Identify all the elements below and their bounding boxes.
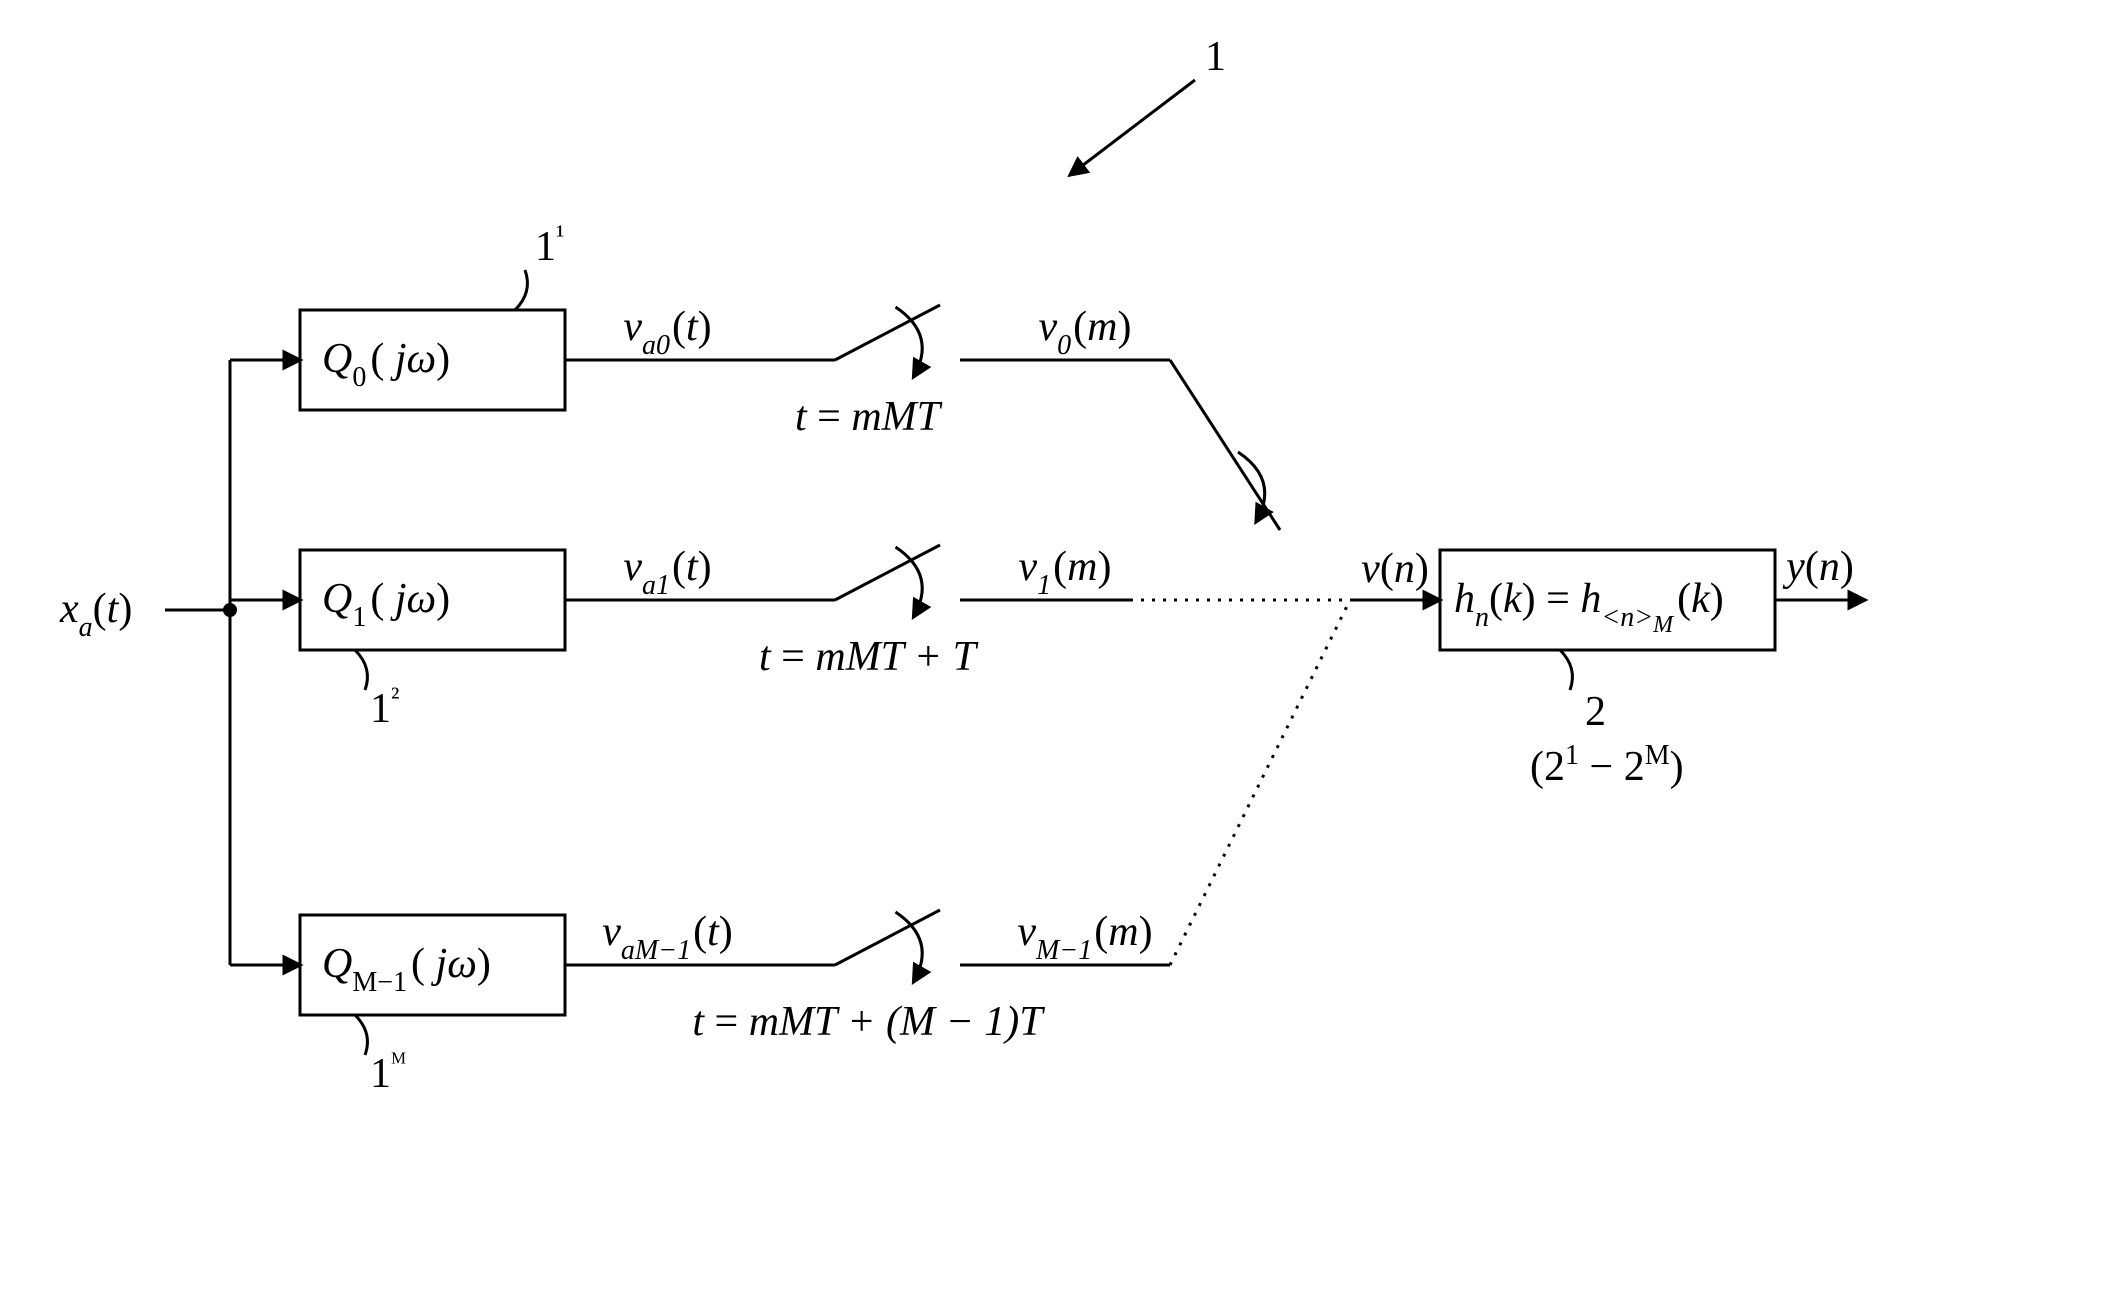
switch-open-segment	[835, 910, 940, 965]
post-switch-label: v0(m)	[1039, 304, 1132, 361]
output-label: y(n)	[1782, 544, 1854, 590]
switch-time-label: t = mMT + (M − 1)T	[692, 999, 1045, 1045]
switch-time-label: t = mMT + T	[759, 634, 979, 680]
block-ref-label: 1²	[370, 682, 399, 732]
h-block-ref: 2	[1585, 689, 1606, 735]
figure-ref-arrow	[1070, 80, 1195, 175]
merge-tail	[1170, 600, 1350, 965]
q-block-label: Q1( jω)	[322, 576, 450, 633]
pre-switch-label: va0(t)	[623, 304, 711, 361]
input-label: xa(t)	[59, 586, 132, 643]
ref-hook	[355, 650, 367, 690]
q-block-label: QM−1( jω)	[322, 941, 491, 998]
switch-open-segment	[835, 305, 940, 360]
ref-hook	[515, 270, 527, 310]
block-ref-label: 1¹	[535, 220, 564, 270]
switch-open-segment	[835, 545, 940, 600]
q-block-label: Q0( jω)	[322, 336, 450, 393]
post-switch-label: vM−1(m)	[1017, 909, 1152, 966]
switch-time-label: t = mMT	[795, 394, 943, 440]
merge-output-label: v(n)	[1361, 546, 1429, 592]
ref-hook	[1560, 650, 1572, 690]
h-block-label: hn(k) = h<n>M(k)	[1454, 576, 1724, 638]
post-switch-label: v1(m)	[1019, 544, 1112, 601]
pre-switch-label: va1(t)	[623, 544, 711, 601]
pre-switch-label: vaM−1(t)	[602, 909, 733, 966]
block-ref-label: 1ᴹ	[370, 1047, 406, 1097]
figure-ref-label: 1	[1205, 34, 1226, 80]
ref-hook	[355, 1015, 367, 1055]
h-block-ref-sub: (21 − 2M)	[1530, 740, 1684, 790]
